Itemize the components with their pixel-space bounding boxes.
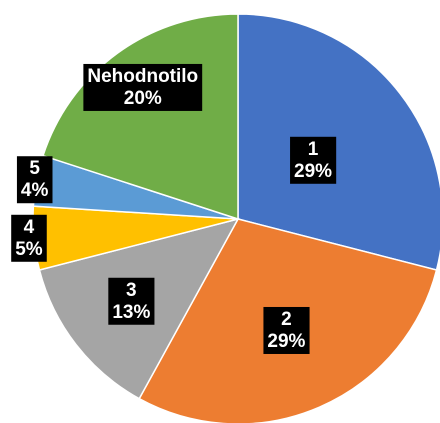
data-label: 54% [16, 156, 53, 204]
value-label: 5% [15, 239, 43, 260]
data-label: 229% [263, 306, 310, 354]
pie-slice [237, 13, 440, 271]
label-box [108, 277, 155, 325]
category-label: 3 [126, 280, 137, 301]
data-label: 129% [290, 136, 337, 184]
label-box [290, 136, 337, 184]
value-label: 29% [294, 161, 332, 182]
label-box [263, 306, 310, 354]
label-box [83, 63, 203, 111]
category-label: 2 [281, 309, 292, 330]
label-box [11, 214, 47, 262]
data-label: 45% [11, 214, 47, 262]
value-label: 13% [112, 302, 150, 323]
data-label: 313% [108, 277, 155, 325]
value-label: 4% [21, 180, 49, 201]
label-box [16, 156, 53, 204]
value-label: 29% [267, 331, 305, 352]
category-label: 1 [308, 139, 319, 160]
value-label: 20% [124, 88, 162, 109]
category-label: 5 [29, 158, 40, 179]
category-label: 4 [24, 217, 35, 238]
category-label: Nehodnotilo [87, 66, 198, 87]
